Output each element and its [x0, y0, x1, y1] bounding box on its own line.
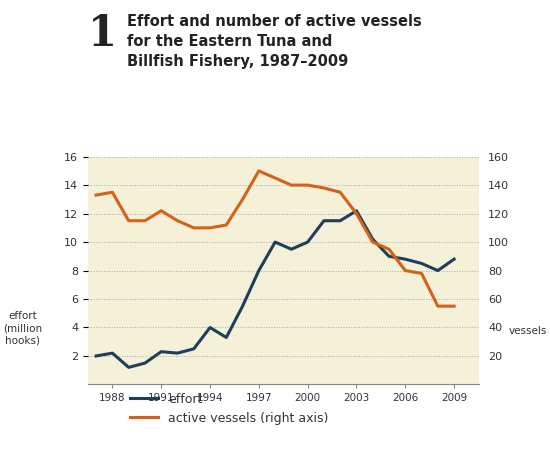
- Text: 1: 1: [88, 14, 117, 55]
- Text: Effort and number of active vessels
for the Eastern Tuna and
Billfish Fishery, 1: Effort and number of active vessels for …: [127, 14, 422, 69]
- Text: vessels: vessels: [509, 326, 547, 336]
- Text: effort
(million
hooks): effort (million hooks): [3, 311, 42, 346]
- Legend: effort, active vessels (right axis): effort, active vessels (right axis): [125, 388, 333, 430]
